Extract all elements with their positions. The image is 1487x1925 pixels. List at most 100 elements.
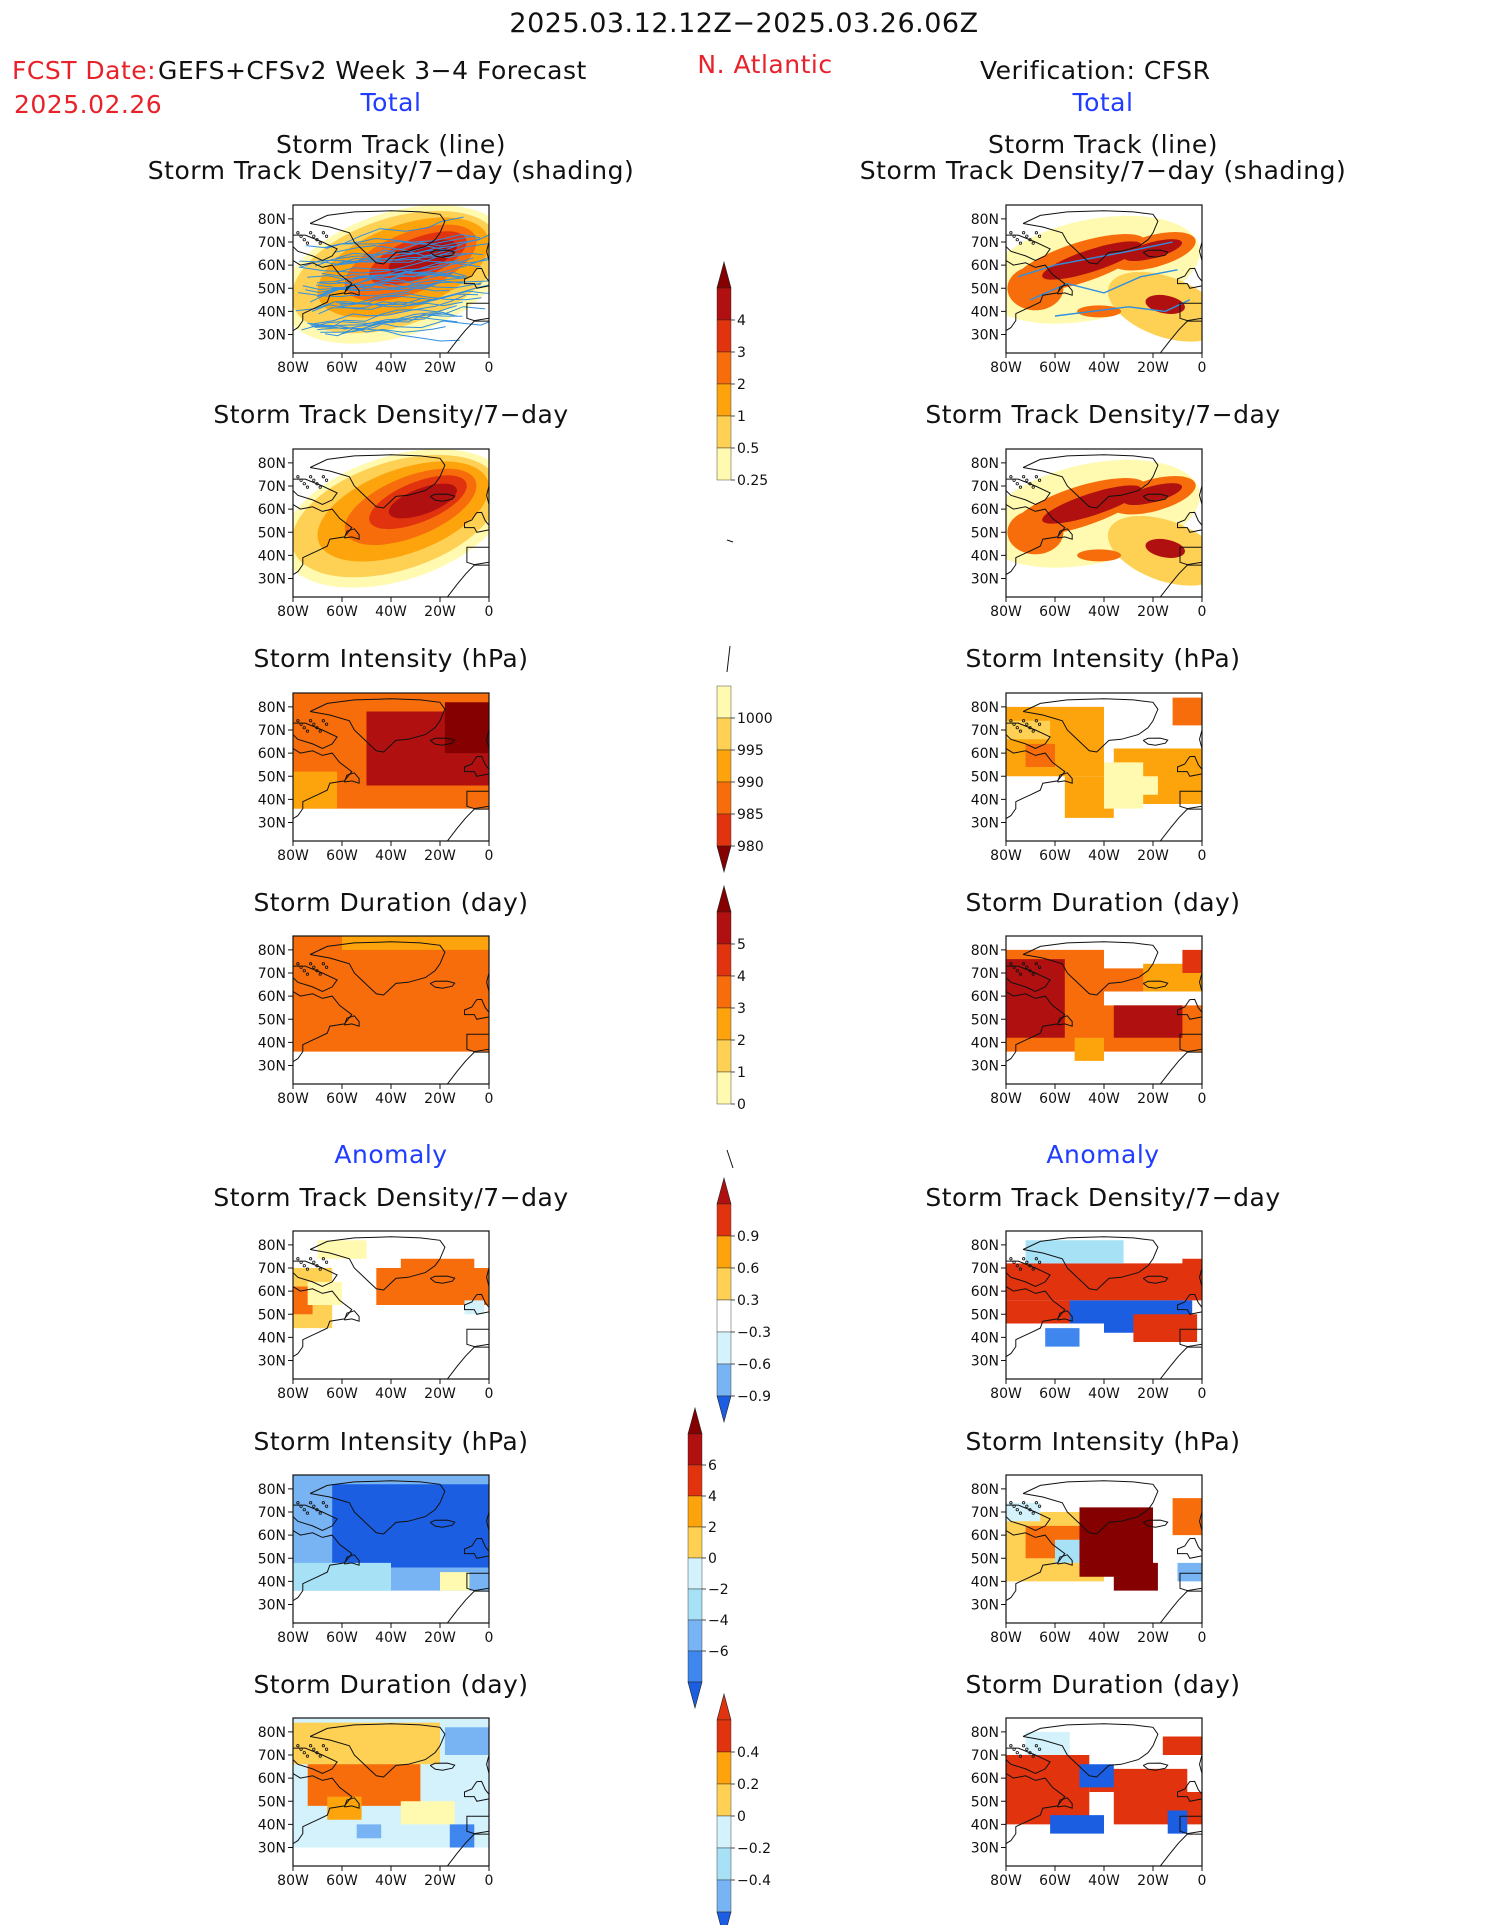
grid-cell [1045,1328,1080,1347]
title-track-shading-left: Storm Track Density/7−day (shading) [147,156,635,185]
coastline [464,1780,489,1802]
island [1031,1754,1035,1758]
island [1015,1264,1019,1268]
island [1025,478,1029,482]
coastline [309,1480,446,1535]
island [299,234,303,238]
lon-label: 40W [1088,360,1120,376]
island [1022,719,1026,723]
lon-label: 40W [1088,604,1120,620]
title-density-right: Storm Track Density/7−day [925,400,1281,429]
island [302,482,306,486]
grid-cell [1133,1314,1198,1342]
grid-cell [1079,1764,1114,1788]
lon-label: 40W [375,1091,407,1107]
grid-cell [1172,697,1202,726]
storm-track [320,257,474,283]
lon-label: 40W [375,360,407,376]
colorbar-box [716,1363,732,1397]
lat-label: 40N [258,1035,286,1051]
colorbar-box [716,1879,732,1913]
coastline [1006,748,1066,841]
title-duration-anom-left: Storm Duration (day) [253,1670,529,1699]
lon-label: 20W [424,360,456,376]
title-density-anom-right: Storm Track Density/7−day [925,1183,1281,1212]
island [299,722,303,726]
coastline [1159,1833,1202,1866]
grid-cell [293,936,489,1052]
coastline [343,1554,360,1566]
island [302,1508,306,1512]
island [1022,962,1026,966]
coastline [1006,1530,1066,1623]
coastline [1198,1267,1202,1287]
panel-right-duration-anomaly: 80N 70N 60N 50N 40N 30N 80W 60W 40W 20W 0 [971,1717,1206,1889]
colorbar-label: −4 [708,1613,729,1629]
coastline [1022,1236,1159,1291]
coastline [1177,755,1202,777]
colorbar-label: 4 [737,969,746,985]
grid-cell [332,1484,489,1568]
coastline [1159,1051,1202,1084]
lon-label: 20W [424,1873,456,1889]
lat-label: 80N [971,1238,999,1254]
island [312,1747,316,1751]
lat-label: 70N [258,966,286,982]
colorbar-label: 6 [708,1458,717,1474]
lat-label: 80N [971,943,999,959]
island [1022,1257,1026,1261]
lat-label: 40N [258,1330,286,1346]
island [305,1754,310,1758]
grid-cell [1050,1815,1104,1834]
island [1015,726,1019,730]
lat-label: 40N [971,1574,999,1590]
coastline [446,808,489,841]
coastline [1057,1015,1073,1027]
colorbar-label: −6 [708,1644,729,1660]
lat-label: 60N [258,502,286,518]
grid-cell [1177,1562,1202,1582]
colorbar-arrow [716,260,732,289]
lon-label: 60W [326,604,358,620]
lon-label: 20W [424,604,456,620]
lat-label: 80N [258,1238,286,1254]
coastline [1159,1346,1202,1379]
total-label-left: Total [360,88,422,117]
coastline [293,1260,338,1288]
grid-cell [1113,1005,1183,1038]
coastline [293,260,353,353]
total-label-right: Total [1072,88,1134,117]
coastline [464,267,489,289]
island [318,1511,322,1515]
lat-label: 50N [258,525,286,541]
coastline [1006,504,1066,597]
colorbar-label: 4 [708,1489,717,1505]
region-label: N. Atlantic [697,50,833,79]
island [1012,1747,1016,1751]
island [305,729,310,733]
lat-label: 40N [258,1817,286,1833]
island [312,478,316,482]
coastline [464,998,489,1020]
lat-label: 70N [971,235,999,251]
lon-label: 80W [277,848,309,864]
coastline [429,1762,456,1771]
title-intensity-anom-left: Storm Intensity (hPa) [253,1427,529,1456]
colorbar-box [716,1039,732,1073]
colorbar-label: 0 [737,1809,746,1825]
coastline [466,1572,489,1592]
island [1034,962,1038,966]
density-shade [1077,305,1122,318]
lat-label: 60N [971,1771,999,1787]
island [324,1504,329,1508]
colorbar-box [716,383,732,417]
verification-label: Verification: CFSR [980,56,1211,85]
coastline [466,1328,489,1348]
island [305,1511,310,1515]
lon-label: 80W [990,848,1022,864]
lat-label: 60N [258,989,286,1005]
lat-label: 30N [258,1059,286,1075]
lat-label: 30N [971,1598,999,1614]
island [1022,475,1026,479]
island [1018,1754,1023,1758]
